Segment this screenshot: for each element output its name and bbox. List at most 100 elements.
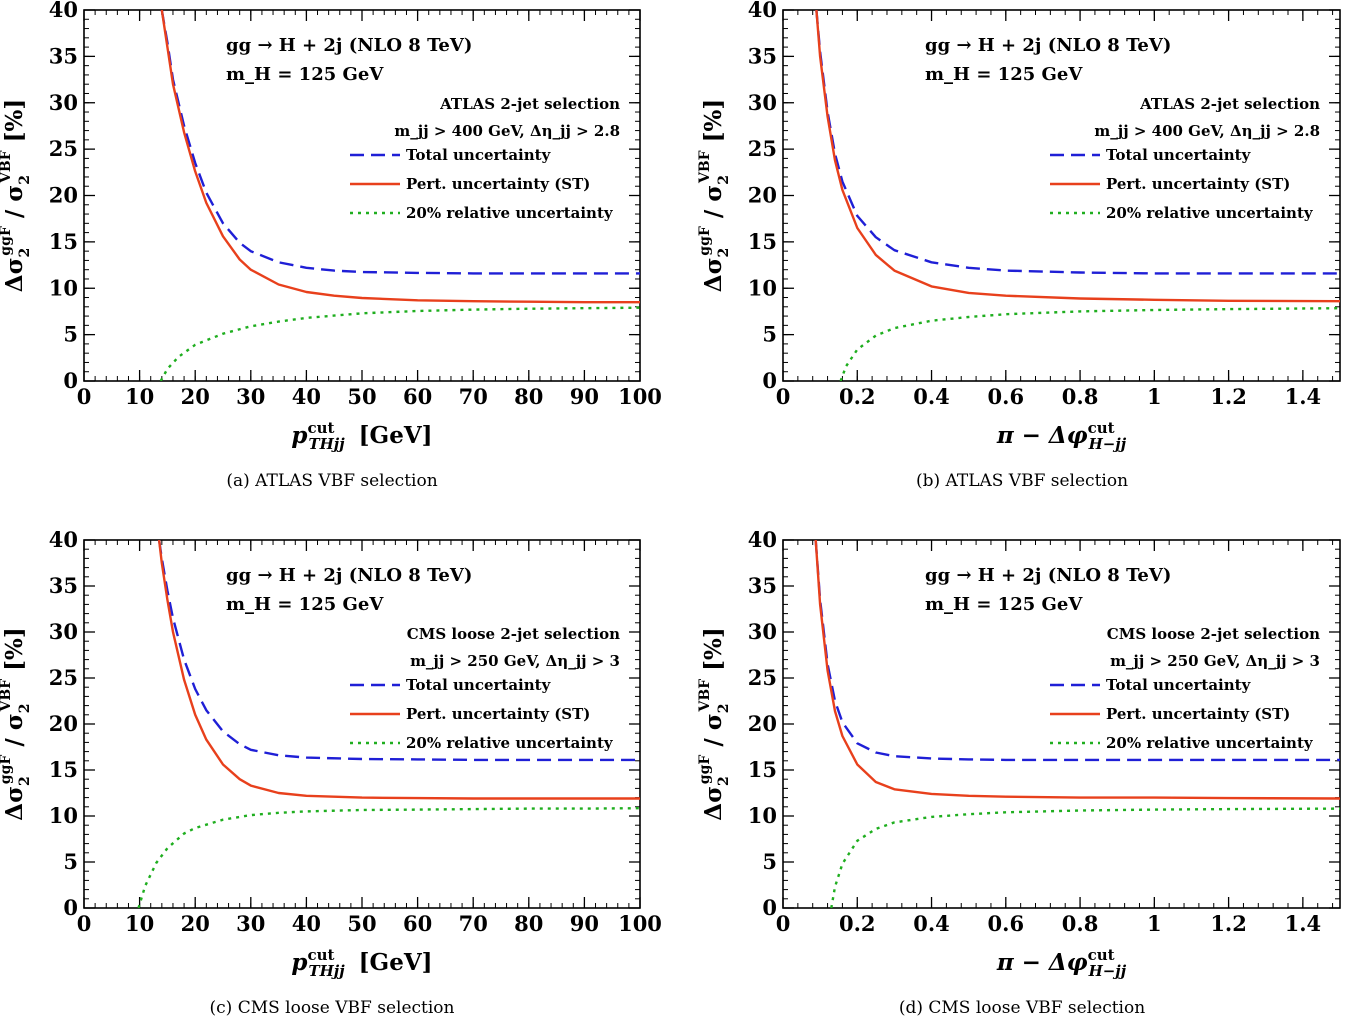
x-tick-label: 0.4 bbox=[913, 911, 950, 936]
x-tick-label: 100 bbox=[618, 911, 662, 936]
x-tick-label: 30 bbox=[236, 911, 265, 936]
selection-annotation: ATLAS 2-jet selection bbox=[439, 95, 620, 113]
x-tick-label: 60 bbox=[403, 384, 432, 409]
x-tick-label: 100 bbox=[618, 384, 662, 409]
y-tick-label: 35 bbox=[748, 43, 777, 68]
panel-caption: (b) ATLAS VBF selection bbox=[916, 471, 1128, 491]
x-tick-label: 0.8 bbox=[1062, 911, 1099, 936]
series-line-2 bbox=[157, 540, 640, 800]
series-line-1 bbox=[157, 540, 640, 762]
y-tick-label: 0 bbox=[762, 368, 777, 393]
x-tick-label: 90 bbox=[570, 384, 599, 409]
x-tick-label: 1.2 bbox=[1210, 384, 1247, 409]
x-tick-label: 40 bbox=[292, 384, 321, 409]
x-tick-label: 70 bbox=[459, 384, 488, 409]
y-tick-label: 40 bbox=[49, 0, 78, 22]
mass-annotation: m_H = 125 GeV bbox=[925, 64, 1083, 85]
x-tick-label: 1.2 bbox=[1210, 911, 1247, 936]
y-tick-label: 5 bbox=[762, 322, 777, 347]
x-axis-title: π − Δφcut H−jj bbox=[996, 946, 1127, 980]
y-tick-label: 20 bbox=[49, 183, 78, 208]
process-annotation: gg → H + 2j (NLO 8 TeV) bbox=[925, 565, 1171, 586]
series-line-2 bbox=[815, 10, 1340, 303]
y-axis-title: Δσ2ggF / σ2VBF [%] bbox=[0, 99, 33, 293]
y-tick-label: 40 bbox=[748, 0, 777, 22]
selection-annotation: CMS loose 2-jet selection bbox=[1107, 625, 1320, 643]
cuts-annotation: m_jj > 250 GeV, Δη_jj > 3 bbox=[1110, 652, 1320, 670]
y-tick-label: 25 bbox=[49, 136, 78, 161]
y-tick-label: 40 bbox=[748, 527, 777, 552]
process-annotation: gg → H + 2j (NLO 8 TeV) bbox=[925, 35, 1171, 56]
x-tick-label: 50 bbox=[347, 911, 376, 936]
x-tick-label: 80 bbox=[514, 911, 543, 936]
y-tick-label: 10 bbox=[748, 803, 777, 828]
y-tick-label: 30 bbox=[49, 90, 78, 115]
x-tick-label: 0.4 bbox=[913, 384, 950, 409]
y-tick-label: 25 bbox=[748, 136, 777, 161]
series-line-1 bbox=[814, 540, 1340, 762]
legend-label-3: 20% relative uncertainty bbox=[406, 204, 614, 222]
series-line-3 bbox=[159, 306, 640, 381]
y-tick-label: 25 bbox=[748, 665, 777, 690]
panel-caption: (d) CMS loose VBF selection bbox=[899, 998, 1145, 1018]
series-line-1 bbox=[160, 10, 640, 275]
x-axis-title: pcut THjj [GeV] bbox=[291, 946, 432, 980]
x-tick-label: 0 bbox=[77, 384, 92, 409]
chart-panel-2: 0 0.2 0.4 0.6 0.8 1 1.2 1.4 0 5 10 15 20 25 30 35 40 gg →… bbox=[697, 0, 1341, 491]
panel-caption: (c) CMS loose VBF selection bbox=[210, 998, 455, 1018]
y-axis-title: Δσ2ggF / σ2VBF [%] bbox=[697, 99, 732, 293]
y-tick-label: 15 bbox=[748, 229, 777, 254]
y-tick-label: 5 bbox=[762, 849, 777, 874]
y-axis-title: Δσ2ggF / σ2VBF [%] bbox=[697, 627, 732, 821]
x-tick-label: 0.6 bbox=[988, 911, 1025, 936]
panel-caption: (a) ATLAS VBF selection bbox=[226, 471, 437, 491]
mass-annotation: m_H = 125 GeV bbox=[226, 594, 384, 615]
legend-label-2: Pert. uncertainty (ST) bbox=[406, 705, 590, 723]
chart-panel-1: 0 10 20 30 40 50 60 70 80 90 100 0 5 10 15 20 25 30 35 40 gg… bbox=[0, 0, 662, 491]
x-tick-label: 1 bbox=[1147, 384, 1162, 409]
y-tick-label: 15 bbox=[49, 757, 78, 782]
mass-annotation: m_H = 125 GeV bbox=[226, 64, 384, 85]
y-tick-label: 40 bbox=[49, 527, 78, 552]
x-tick-label: 0.8 bbox=[1062, 384, 1099, 409]
y-tick-label: 0 bbox=[762, 895, 777, 920]
process-annotation: gg → H + 2j (NLO 8 TeV) bbox=[226, 35, 472, 56]
selection-annotation: ATLAS 2-jet selection bbox=[1139, 95, 1320, 113]
process-annotation: gg → H + 2j (NLO 8 TeV) bbox=[226, 565, 472, 586]
x-tick-label: 60 bbox=[403, 911, 432, 936]
legend-label-3: 20% relative uncertainty bbox=[1106, 204, 1314, 222]
x-tick-label: 0.2 bbox=[839, 384, 876, 409]
x-tick-label: 0 bbox=[776, 384, 791, 409]
series-line-3 bbox=[137, 807, 640, 908]
legend-label-1: Total uncertainty bbox=[1106, 676, 1252, 694]
cuts-annotation: m_jj > 400 GeV, Δη_jj > 2.8 bbox=[1094, 122, 1320, 140]
y-tick-label: 10 bbox=[748, 275, 777, 300]
legend-label-2: Pert. uncertainty (ST) bbox=[1106, 175, 1290, 193]
y-tick-label: 20 bbox=[49, 711, 78, 736]
y-tick-label: 15 bbox=[49, 229, 78, 254]
y-tick-label: 0 bbox=[63, 368, 78, 393]
mass-annotation: m_H = 125 GeV bbox=[925, 594, 1083, 615]
x-tick-label: 0.6 bbox=[988, 384, 1025, 409]
y-axis-title: Δσ2ggF / σ2VBF [%] bbox=[0, 627, 33, 821]
x-tick-label: 1 bbox=[1147, 911, 1162, 936]
y-tick-label: 0 bbox=[63, 895, 78, 920]
series-line-2 bbox=[160, 10, 640, 304]
legend-label-1: Total uncertainty bbox=[1106, 146, 1252, 164]
x-tick-label: 0.2 bbox=[839, 911, 876, 936]
x-tick-label: 20 bbox=[181, 384, 210, 409]
y-tick-label: 15 bbox=[748, 757, 777, 782]
x-tick-label: 10 bbox=[125, 911, 154, 936]
x-tick-label: 70 bbox=[459, 911, 488, 936]
series-line-3 bbox=[839, 307, 1340, 381]
x-tick-label: 10 bbox=[125, 384, 154, 409]
y-tick-label: 5 bbox=[63, 322, 78, 347]
y-tick-label: 35 bbox=[49, 573, 78, 598]
x-axis-title: pcut THjj [GeV] bbox=[291, 419, 432, 453]
legend-label-3: 20% relative uncertainty bbox=[406, 734, 614, 752]
series-line-3 bbox=[830, 807, 1340, 908]
selection-annotation: CMS loose 2-jet selection bbox=[407, 625, 620, 643]
y-tick-label: 30 bbox=[49, 619, 78, 644]
cuts-annotation: m_jj > 400 GeV, Δη_jj > 2.8 bbox=[394, 122, 620, 140]
